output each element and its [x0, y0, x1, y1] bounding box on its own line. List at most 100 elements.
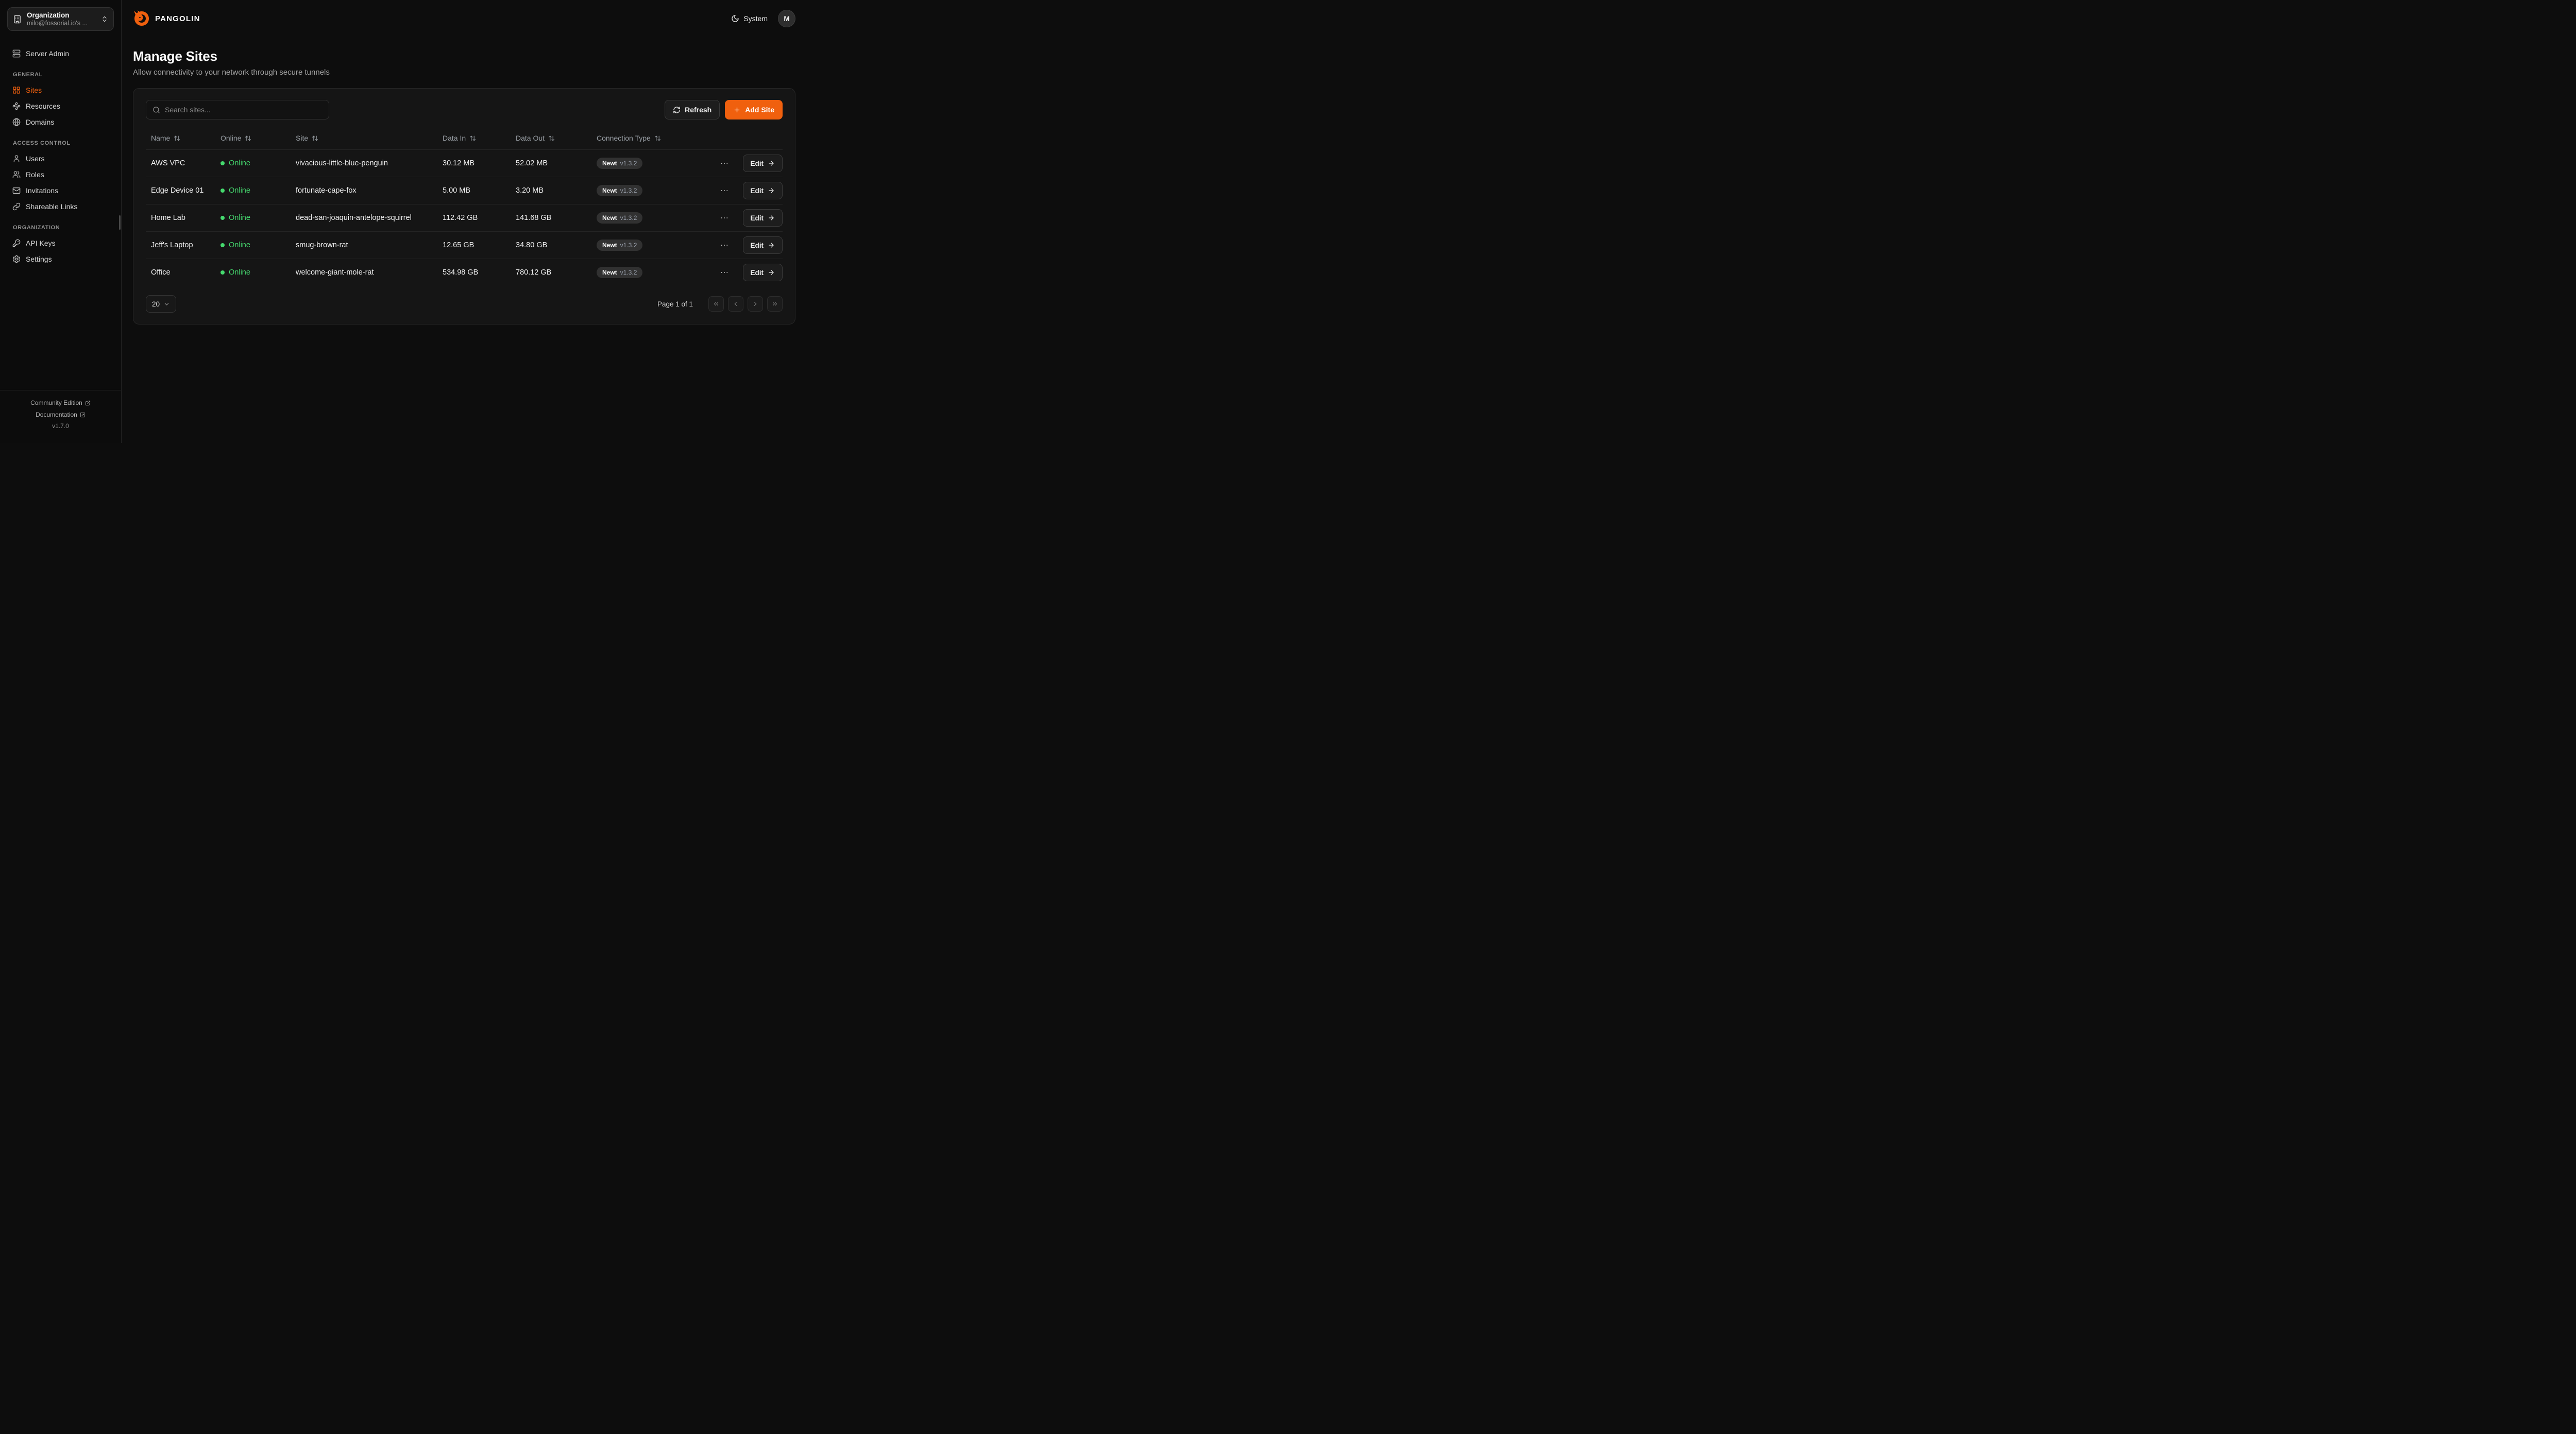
row-more-button[interactable] [718, 212, 731, 224]
search-input[interactable] [165, 106, 323, 114]
online-status: Online [221, 241, 291, 249]
online-dot-icon [221, 161, 225, 165]
sidebar-item-server-admin[interactable]: Server Admin [7, 45, 114, 61]
connection-type-badge: Newt v1.3.2 [597, 240, 643, 251]
arrow-right-icon [769, 215, 774, 220]
sidebar-item-settings[interactable]: Settings [7, 251, 114, 267]
pangolin-logo-icon [134, 10, 149, 26]
arrow-right-icon [769, 188, 774, 193]
page-title: Manage Sites [133, 48, 217, 64]
row-actions: Edit [717, 236, 783, 254]
sidebar-item-shareable-links[interactable]: Shareable Links [7, 198, 114, 214]
sidebar-heading-organization: Organization [13, 225, 60, 231]
sidebar-item-roles[interactable]: Roles [7, 166, 114, 182]
documentation-link[interactable]: Documentation [36, 409, 86, 420]
sidebar-item-users[interactable]: Users [7, 150, 114, 166]
sort-icon [312, 135, 318, 141]
brand-logo[interactable]: PANGOLIN [133, 10, 200, 27]
site-name: Jeff's Laptop [151, 241, 193, 249]
data-in: 534.98 GB [443, 268, 479, 277]
column-header-data-in[interactable]: Data In [443, 134, 516, 142]
sidebar-scrollbar-thumb[interactable] [119, 215, 121, 230]
connection-version: v1.3.2 [620, 242, 637, 249]
column-label: Connection Type [597, 134, 651, 142]
previous-page-button[interactable] [728, 296, 743, 312]
row-more-button[interactable] [718, 266, 731, 279]
org-switcher[interactable]: Organization milo@fossorial.io's ... [7, 7, 114, 31]
chevrons-right-icon [772, 302, 777, 306]
user-avatar[interactable]: M [778, 10, 795, 27]
sidebar-item-api-keys[interactable]: API Keys [7, 235, 114, 251]
row-edit-button[interactable]: Edit [742, 155, 783, 172]
column-header-name[interactable]: Name [146, 134, 221, 142]
online-dot-icon [221, 189, 225, 193]
row-edit-button[interactable]: Edit [742, 264, 783, 281]
data-out: 780.12 GB [516, 268, 552, 277]
connection-type-badge: Newt v1.3.2 [597, 267, 643, 278]
sidebar-item-resources[interactable]: Resources [7, 98, 114, 114]
row-more-button[interactable] [718, 184, 731, 197]
community-edition-link[interactable]: Community Edition [30, 397, 91, 408]
sidebar-heading-general: General [13, 72, 43, 78]
mail-icon [12, 187, 21, 194]
table-row: Jeff's Laptop Online smug-brown-rat 12.6… [146, 231, 783, 259]
chevron-right-icon [754, 301, 757, 306]
sidebar-item-label: Sites [26, 86, 42, 94]
row-more-button[interactable] [718, 157, 731, 169]
edit-label: Edit [750, 159, 764, 167]
external-link-icon [85, 400, 90, 405]
site-slug: smug-brown-rat [296, 241, 348, 249]
theme-toggle-button[interactable]: System [731, 14, 768, 23]
online-status: Online [221, 159, 291, 167]
ellipsis-icon [721, 272, 727, 273]
first-page-button[interactable] [708, 296, 724, 312]
online-label: Online [229, 159, 250, 167]
row-edit-button[interactable]: Edit [742, 236, 783, 254]
data-in: 12.65 GB [443, 241, 474, 249]
connection-type: Newt [602, 160, 617, 167]
next-page-button[interactable] [748, 296, 763, 312]
site-name: Office [151, 268, 171, 277]
row-edit-button[interactable]: Edit [742, 182, 783, 199]
server-icon [12, 49, 21, 57]
site-name: Edge Device 01 [151, 186, 204, 195]
table-body: AWS VPC Online vivacious-little-blue-pen… [146, 149, 783, 286]
refresh-button[interactable]: Refresh [665, 100, 720, 120]
site-name: AWS VPC [151, 159, 185, 167]
table-row: Office Online welcome-giant-mole-rat 534… [146, 259, 783, 286]
pagination: Page 1 of 1 [657, 296, 783, 312]
sidebar-item-label: Invitations [26, 186, 59, 195]
last-page-button[interactable] [767, 296, 783, 312]
column-header-site[interactable]: Site [291, 134, 443, 142]
chevron-down-icon [164, 302, 169, 305]
sidebar-item-label: Domains [26, 117, 55, 126]
row-edit-button[interactable]: Edit [742, 209, 783, 227]
connection-version: v1.3.2 [620, 269, 637, 276]
gear-icon [13, 255, 20, 263]
page-indicator: Page 1 of 1 [657, 300, 693, 308]
documentation-label: Documentation [36, 411, 77, 418]
arrow-right-icon [769, 161, 774, 166]
add-site-button[interactable]: Add Site [725, 100, 783, 120]
sidebar-item-invitations[interactable]: Invitations [7, 182, 114, 198]
online-dot-icon [221, 270, 225, 275]
page-size-select[interactable]: 20 [146, 295, 177, 313]
sidebar-item-sites[interactable]: Sites [7, 82, 114, 98]
arrow-right-icon [769, 270, 774, 275]
sidebar-item-domains[interactable]: Domains [7, 114, 114, 130]
connection-version: v1.3.2 [620, 187, 637, 194]
connection-type-badge: Newt v1.3.2 [597, 185, 643, 196]
data-out: 3.20 MB [516, 186, 544, 195]
column-header-connection-type[interactable]: Connection Type [597, 134, 717, 142]
row-more-button[interactable] [718, 239, 731, 251]
ellipsis-icon [721, 217, 727, 218]
row-actions: Edit [717, 209, 783, 227]
sort-icon [245, 135, 251, 141]
connection-type-cell: Newt v1.3.2 [597, 267, 717, 278]
online-label: Online [229, 214, 250, 222]
column-header-data-out[interactable]: Data Out [516, 134, 597, 142]
column-header-online[interactable]: Online [221, 134, 291, 142]
sidebar-item-label: Settings [26, 254, 52, 263]
sidebar-item-label: Users [26, 154, 45, 163]
page-size-value: 20 [152, 300, 160, 308]
